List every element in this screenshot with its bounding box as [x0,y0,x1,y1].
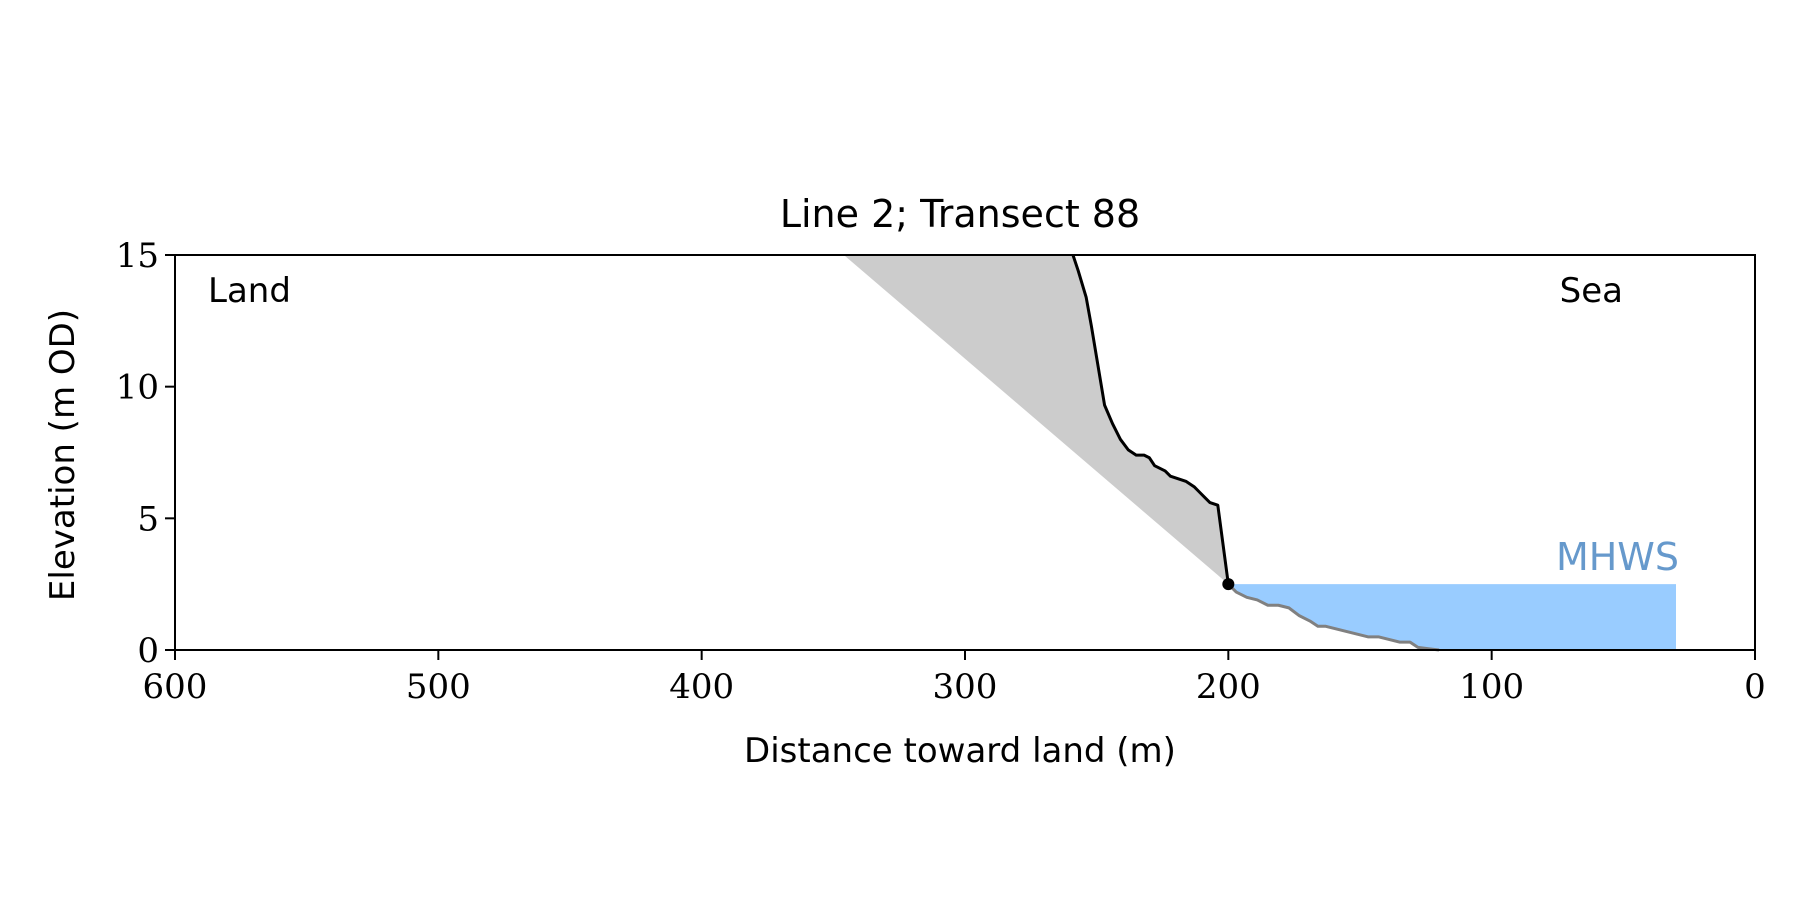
x-tick-label: 300 [933,667,998,707]
x-axis-label: Distance toward land (m) [744,731,1176,771]
x-tick-label: 500 [406,667,471,707]
y-tick-label: 10 [116,368,159,408]
mhws-annotation: MHWS [1556,535,1679,579]
y-tick-label: 15 [116,236,159,276]
plot-area [843,254,1676,652]
x-tick-label: 100 [1459,667,1524,707]
x-tick-label: 0 [1744,667,1766,707]
shaded-area [843,255,1229,585]
axes-frame [174,254,1756,651]
axis-ticks: 600 500 400 300 200 100 0 0 5 10 15 [116,236,1766,707]
x-tick-label: 200 [1196,667,1261,707]
series-line-beach [1227,583,1440,652]
series-line-cliff [1071,254,1230,585]
land-annotation: Land [208,271,291,311]
x-tick-label: 600 [143,667,208,707]
y-tick-label: 5 [137,499,159,539]
y-tick-label: 0 [137,631,159,671]
cliff-toe-point [1222,578,1235,591]
chart-title: Line 2; Transect 88 [780,192,1140,236]
sea-annotation: Sea [1560,271,1623,311]
mhws-area [1228,584,1676,650]
y-axis-label: Elevation (m OD) [43,309,83,601]
x-tick-label: 400 [669,667,734,707]
